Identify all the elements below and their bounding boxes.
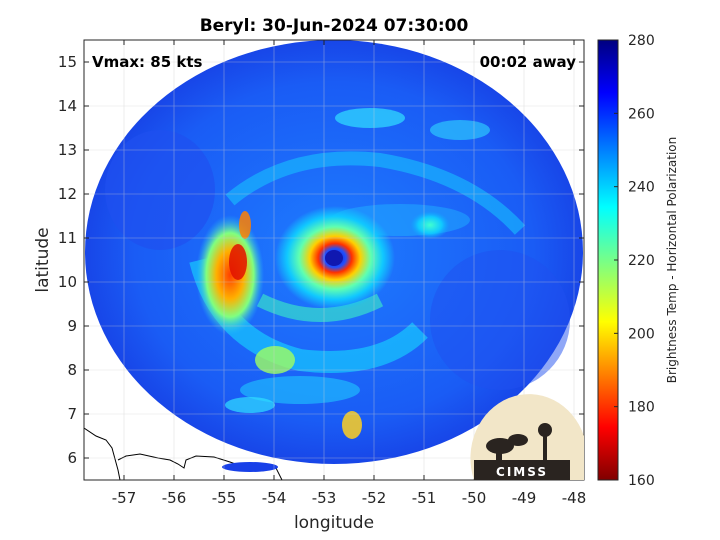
x-tick-label: -52 — [362, 489, 387, 507]
colorbar-tick-label: 200 — [628, 326, 655, 342]
y-tick-label: 10 — [58, 273, 77, 291]
axes-frame — [83, 39, 585, 481]
y-tick-label: 8 — [67, 361, 77, 379]
y-tick-label: 11 — [58, 229, 77, 247]
x-tick-label: -51 — [412, 489, 437, 507]
colorbar-tick-label: 160 — [628, 473, 655, 489]
y-axis-label: latitude — [33, 227, 53, 292]
colorbar-tick-label: 220 — [628, 253, 655, 269]
cimss-logo: CIMSS — [470, 394, 584, 480]
colorbar-label: Brightness Temp - Horizontal Polarizatio… — [665, 137, 679, 384]
chart-title: Beryl: 30-Jun-2024 07:30:00 — [200, 16, 469, 36]
x-tick-label: -54 — [262, 489, 287, 507]
x-axis-label: longitude — [294, 513, 374, 533]
y-tick-label: 6 — [67, 449, 77, 467]
y-tick-label: 9 — [67, 317, 77, 335]
x-tick-label: -49 — [512, 489, 537, 507]
x-tick-label: -53 — [312, 489, 337, 507]
grid-lines — [84, 40, 584, 480]
storm-eye — [325, 250, 343, 266]
x-tick-label: -56 — [162, 489, 187, 507]
vmax-annotation: Vmax: 85 kts — [92, 53, 202, 71]
y-tick-label: 14 — [58, 97, 77, 115]
colorbar-ticks: 160 180 200 220 240 260 280 — [614, 33, 655, 489]
coastline — [84, 427, 121, 480]
y-tick-label: 15 — [58, 53, 77, 71]
colorbar-tick-label: 280 — [628, 33, 655, 49]
colorbar-tick-label: 260 — [628, 106, 655, 122]
logo-text: CIMSS — [496, 465, 548, 479]
colorbar-tick-label: 240 — [628, 180, 655, 196]
x-tick-label: -50 — [462, 489, 487, 507]
time-away-annotation: 00:02 away — [480, 53, 577, 71]
y-tick-label: 12 — [58, 185, 77, 203]
brightness-temp-image — [84, 40, 584, 480]
x-axis: -57 -56 -55 -54 -53 -52 -51 -50 -49 -48 — [112, 40, 587, 507]
x-tick-label: -57 — [112, 489, 137, 507]
colorbar-tick-label: 180 — [628, 400, 655, 416]
y-tick-label: 7 — [67, 405, 77, 423]
x-tick-label: -48 — [562, 489, 587, 507]
y-tick-label: 13 — [58, 141, 77, 159]
y-axis: 6 7 8 9 10 11 12 13 14 15 — [58, 53, 584, 467]
x-tick-label: -55 — [212, 489, 237, 507]
